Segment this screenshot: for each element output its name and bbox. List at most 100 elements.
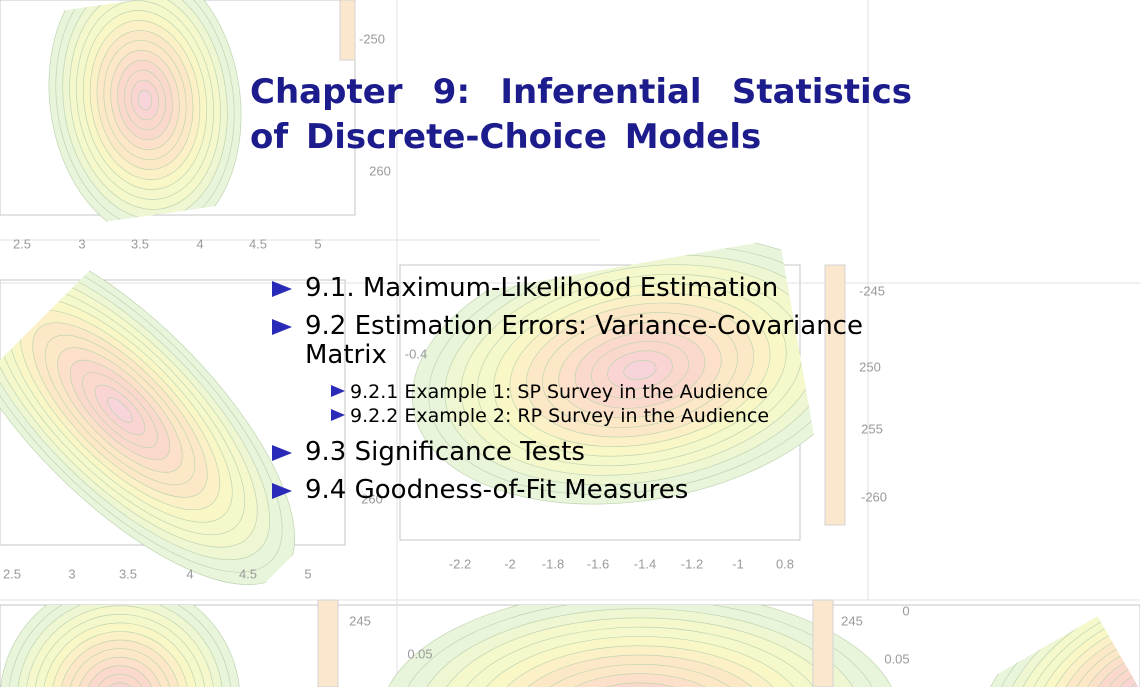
contour-ring xyxy=(388,605,892,687)
contour-ring xyxy=(527,654,753,687)
colorbar xyxy=(339,0,356,61)
contour-ring xyxy=(486,636,794,687)
contour-ring xyxy=(604,682,676,687)
contour-ring xyxy=(78,656,162,687)
contour-ring xyxy=(103,39,187,161)
contour-ring xyxy=(57,347,183,473)
contour-ring xyxy=(17,605,223,687)
contour-ring xyxy=(407,605,873,687)
contour-ring xyxy=(43,622,197,687)
contour-ring xyxy=(61,639,179,687)
contour-ring xyxy=(117,59,173,141)
contour-ring xyxy=(1127,680,1140,687)
background-tick-label: 4 xyxy=(196,236,203,251)
background-tick-label: 2.5 xyxy=(13,236,31,251)
contour-ring xyxy=(0,259,271,561)
contour-ring xyxy=(1080,642,1140,687)
contour xyxy=(0,605,240,687)
sub-bullet-item: 9.2.2 Example 2: RP Survey in the Audien… xyxy=(298,404,950,428)
contour-ring xyxy=(124,69,166,131)
background-tick-label: -0.4 xyxy=(405,346,427,361)
background-tick-label: -2.2 xyxy=(449,556,471,571)
sub-list: 9.2.1 Example 1: SP Survey in the Audien… xyxy=(298,380,910,428)
contour-ring xyxy=(573,673,707,687)
background-tick-label: 245 xyxy=(841,613,863,628)
background-tick-label: 245 xyxy=(349,613,371,628)
slide-title: Chapter 9: Inferential Statistics of Dis… xyxy=(250,72,912,157)
colorbar xyxy=(824,264,846,526)
contour-ring xyxy=(110,49,180,151)
contour xyxy=(974,616,1140,687)
background-tick-label: -245 xyxy=(859,283,885,298)
contour xyxy=(48,0,242,235)
contour-ring xyxy=(82,372,158,448)
contour-ring xyxy=(97,673,143,687)
background-tick-label: 4 xyxy=(186,566,193,581)
colorbar xyxy=(317,599,339,687)
background-tick-label: 260 xyxy=(361,491,383,506)
background-tick-label: 0.8 xyxy=(776,556,794,571)
bullet-item: 9.1. Maximum-Likelihood Estimation xyxy=(270,274,875,303)
contour-ring xyxy=(69,0,221,210)
background-tick-label: -260 xyxy=(861,489,887,504)
contour-ring xyxy=(1056,624,1140,687)
background-tick-label: 3 xyxy=(78,236,85,251)
contour-ring xyxy=(87,665,153,687)
contour-ring xyxy=(34,613,206,687)
background-tick-label: -250 xyxy=(359,31,385,46)
contour xyxy=(412,238,828,505)
contour-ring xyxy=(94,384,146,436)
contour-ring xyxy=(69,359,171,461)
background-tick-label: 4.5 xyxy=(249,236,267,251)
contour-ring xyxy=(509,293,771,447)
contour xyxy=(388,605,892,687)
contour-ring xyxy=(96,30,194,170)
contour-ring xyxy=(542,312,738,428)
contour-ring xyxy=(0,605,240,687)
contour-ring xyxy=(549,663,731,687)
plot-frame xyxy=(0,279,346,546)
background-tick-label: 3.5 xyxy=(119,566,137,581)
plot-frame xyxy=(399,264,801,541)
background-tick-label: 0.05 xyxy=(407,646,432,661)
background-tick-label: 3 xyxy=(68,566,75,581)
background-tick-label: -2 xyxy=(504,556,516,571)
contour-ring xyxy=(506,645,774,687)
contour-ring xyxy=(69,648,171,687)
contour-ring xyxy=(130,79,160,121)
contour-ring xyxy=(446,617,834,687)
contour-ring xyxy=(1068,633,1140,687)
contour-ring xyxy=(997,616,1140,687)
contour-ring xyxy=(32,322,208,498)
background-tick-label: -1.8 xyxy=(542,556,564,571)
sub-bullet-item: 9.2.1 Example 1: SP Survey in the Audien… xyxy=(298,380,950,404)
contour-ring xyxy=(558,321,722,419)
background-tick-label: 260 xyxy=(369,163,391,178)
contour-ring xyxy=(465,626,815,687)
outline: 9.1. Maximum-Likelihood Estimation 9.2 Es… xyxy=(270,274,910,514)
bullet-item: 9.4 Goodness-of-Fit Measures xyxy=(270,476,875,505)
contour-ring xyxy=(8,605,232,687)
background-tick-label: 0.05 xyxy=(884,651,909,666)
contour-ring xyxy=(52,631,188,687)
contour-ring xyxy=(574,331,706,409)
contour-ring xyxy=(0,272,258,548)
background-tick-label: 2.5 xyxy=(3,566,21,581)
background-tick-label: -1.2 xyxy=(681,556,703,571)
contour-ring xyxy=(107,397,133,423)
background-tick-label: -1.6 xyxy=(587,556,609,571)
background-tick-label: 5 xyxy=(314,236,321,251)
contour-ring xyxy=(82,10,208,190)
background-tick-label: 5 xyxy=(304,566,311,581)
contour-ring xyxy=(0,247,283,573)
contour-ring xyxy=(108,682,132,687)
contour-ring xyxy=(89,20,201,180)
background-tick-label: 0 xyxy=(902,603,909,618)
contour-ring xyxy=(623,360,657,380)
plot-frame xyxy=(0,604,1140,687)
contour-ring xyxy=(1045,616,1140,687)
contour-ring xyxy=(44,334,196,486)
bullet-item: 9.3 Significance Tests xyxy=(270,438,875,467)
background-tick-label: 255 xyxy=(861,421,883,436)
